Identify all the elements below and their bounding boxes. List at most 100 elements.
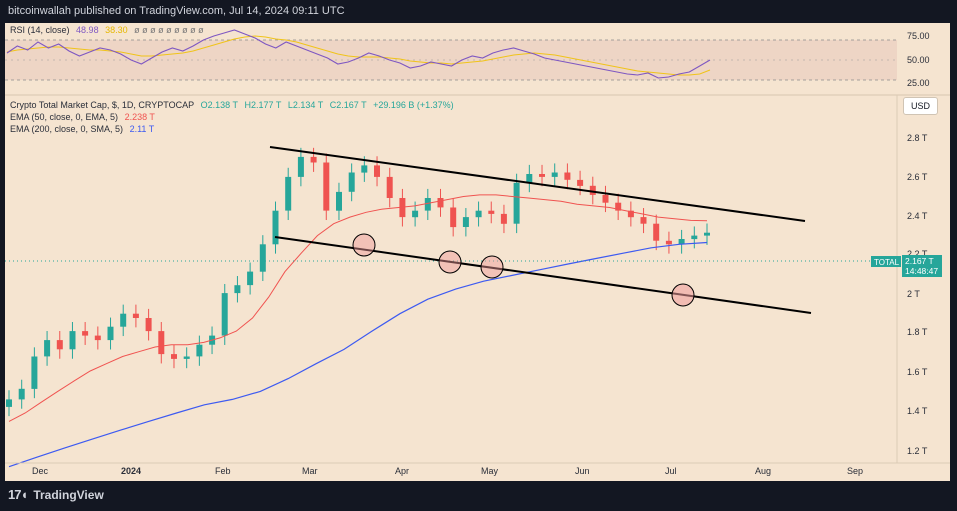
candle-body xyxy=(82,331,89,336)
x-tick-feb: Feb xyxy=(215,466,231,476)
candle-body xyxy=(665,240,672,245)
rsi-tick-75: 75.00 xyxy=(907,31,930,41)
candle-body xyxy=(259,244,266,272)
price-tick-2.8: 2.8 T xyxy=(907,133,928,143)
candle-body xyxy=(44,340,51,357)
x-tick-jun: Jun xyxy=(575,466,590,476)
price-legend[interactable]: Crypto Total Market Cap, $, 1D, CRYPTOCA… xyxy=(10,100,458,110)
ohlc-low: L2.134 T xyxy=(287,100,324,110)
rsi-legend-value1: 48.98 xyxy=(76,25,99,35)
candle-body xyxy=(183,356,190,359)
price-tick-2.6: 2.6 T xyxy=(907,172,928,182)
channel-lower-line xyxy=(274,236,812,314)
candle-body xyxy=(437,198,444,208)
sma200-line xyxy=(8,241,708,468)
candle-body xyxy=(6,399,12,407)
candles xyxy=(6,147,710,417)
chart-area[interactable]: 75.00 50.00 25.00 2.8 T 2.6 T 2.4 T 2.2 … xyxy=(5,23,950,481)
sma200-legend[interactable]: EMA (200, close, 0, SMA, 5) 2.11 T xyxy=(10,124,158,134)
rsi-tick-25: 25.00 xyxy=(907,78,930,88)
candle-body xyxy=(56,340,63,350)
price-tick-1.8: 1.8 T xyxy=(907,327,928,337)
candle-body xyxy=(132,313,139,318)
touch-circle-1 xyxy=(352,233,376,257)
candle-body xyxy=(551,172,558,177)
touch-circle-2 xyxy=(438,250,462,274)
candle-body xyxy=(589,185,596,195)
candle-body xyxy=(310,156,317,163)
touch-circle-4 xyxy=(671,283,695,307)
candle-body xyxy=(196,344,203,357)
tradingview-brand: TradingView xyxy=(33,487,104,502)
ohlc-open: O2.138 T xyxy=(200,100,238,110)
ohlc-high: H2.177 T xyxy=(244,100,282,110)
candle-body xyxy=(107,326,114,341)
chart-svg[interactable]: 75.00 50.00 25.00 2.8 T 2.6 T 2.4 T 2.2 … xyxy=(5,23,950,481)
candle-body xyxy=(31,356,38,389)
candle-body xyxy=(653,223,660,241)
x-tick-jul: Jul xyxy=(665,466,677,476)
x-tick-apr: Apr xyxy=(395,466,409,476)
candle-body xyxy=(145,318,152,332)
candle-body xyxy=(386,176,393,198)
rsi-legend-dots: ø ø ø ø ø ø ø ø ø xyxy=(134,25,204,35)
rsi-legend[interactable]: RSI (14, close) 48.98 38.30 ø ø ø ø ø ø … xyxy=(10,25,208,35)
candle-body xyxy=(120,313,127,327)
candle-body xyxy=(678,239,685,245)
candle-body xyxy=(247,271,254,286)
candle-body xyxy=(158,331,165,355)
candle-body xyxy=(640,217,647,224)
ema50-legend[interactable]: EMA (50, close, 0, EMA, 5) 2.238 T xyxy=(10,112,159,122)
ema50-value: 2.238 T xyxy=(124,112,155,122)
sma200-label: EMA (200, close, 0, SMA, 5) xyxy=(10,124,124,134)
candle-body xyxy=(424,198,431,211)
x-tick-sep: Sep xyxy=(847,466,863,476)
currency-button[interactable]: USD xyxy=(903,97,938,115)
candle-body xyxy=(297,156,304,177)
candle-body xyxy=(412,210,419,218)
channel-upper-line xyxy=(269,146,806,222)
symbol-description: Crypto Total Market Cap, $, 1D, CRYPTOCA… xyxy=(10,100,195,110)
symbol-tag-bg xyxy=(871,256,901,267)
tradingview-logo[interactable]: 17◖ TradingView xyxy=(8,487,104,502)
candle-body xyxy=(577,179,584,186)
candle-body xyxy=(691,235,698,240)
candle-body xyxy=(361,165,368,173)
candle-body xyxy=(69,331,76,350)
sma200-value: 2.11 T xyxy=(129,124,155,134)
candle-body xyxy=(526,174,533,183)
touch-circle-3 xyxy=(480,255,504,279)
ohlc-close: C2.167 T xyxy=(329,100,367,110)
rsi-ma-line xyxy=(6,35,711,76)
published-banner: bitcoinwallah published on TradingView.c… xyxy=(8,5,345,17)
candle-body xyxy=(475,210,482,218)
candle-body xyxy=(336,191,342,211)
price-tick-1.2: 1.2 T xyxy=(907,446,928,456)
candle-body xyxy=(564,172,571,180)
price-tick-1.6: 1.6 T xyxy=(907,367,928,377)
tradingview-logo-icon: 17◖ xyxy=(8,487,28,502)
rsi-legend-label: RSI (14, close) xyxy=(10,25,70,35)
candle-body xyxy=(539,174,545,177)
rsi-tick-50: 50.00 xyxy=(907,55,930,65)
x-tick-may: May xyxy=(481,466,499,476)
candle-body xyxy=(234,285,241,294)
last-price-bg xyxy=(902,255,942,277)
countdown: 14:48:47 xyxy=(905,266,938,276)
candle-body xyxy=(615,202,622,211)
price-tick-2.2: 2.2 T xyxy=(907,249,928,259)
candle-body xyxy=(500,213,507,224)
candle-body xyxy=(374,165,380,177)
symbol-tag: TOTAL xyxy=(874,258,900,267)
candle-body xyxy=(285,176,292,211)
rsi-line xyxy=(6,29,711,79)
candle-body xyxy=(513,182,520,224)
x-tick-dec: Dec xyxy=(32,466,49,476)
candle-body xyxy=(272,210,279,245)
x-tick-aug: Aug xyxy=(755,466,771,476)
x-tick-2024: 2024 xyxy=(121,466,141,476)
change: +29.196 B (+1.37%) xyxy=(373,100,454,110)
candle-body xyxy=(704,232,710,236)
candle-body xyxy=(488,210,495,214)
